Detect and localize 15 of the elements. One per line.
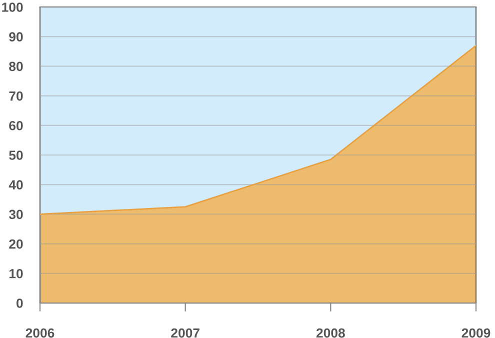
y-tick-label: 100 — [2, 2, 23, 12]
y-tick-label: 0 — [16, 298, 23, 308]
y-tick-label: 20 — [9, 239, 23, 249]
y-tick-label: 40 — [8, 180, 23, 190]
y-tick-label: 30 — [8, 210, 23, 220]
y-tick-label: 70 — [9, 91, 23, 101]
y-tick-label: 90 — [9, 32, 23, 42]
y-tick-label: 60 — [9, 120, 23, 130]
x-tick-label: 2008 — [316, 328, 345, 338]
x-tick-label: 2006 — [26, 328, 54, 338]
y-tick-label: 10 — [9, 268, 23, 278]
x-tick-label: 2007 — [171, 328, 200, 338]
y-tick-label: 50 — [9, 150, 23, 160]
y-tick-label: 80 — [9, 62, 23, 72]
x-tick-label: 2009 — [462, 328, 490, 338]
